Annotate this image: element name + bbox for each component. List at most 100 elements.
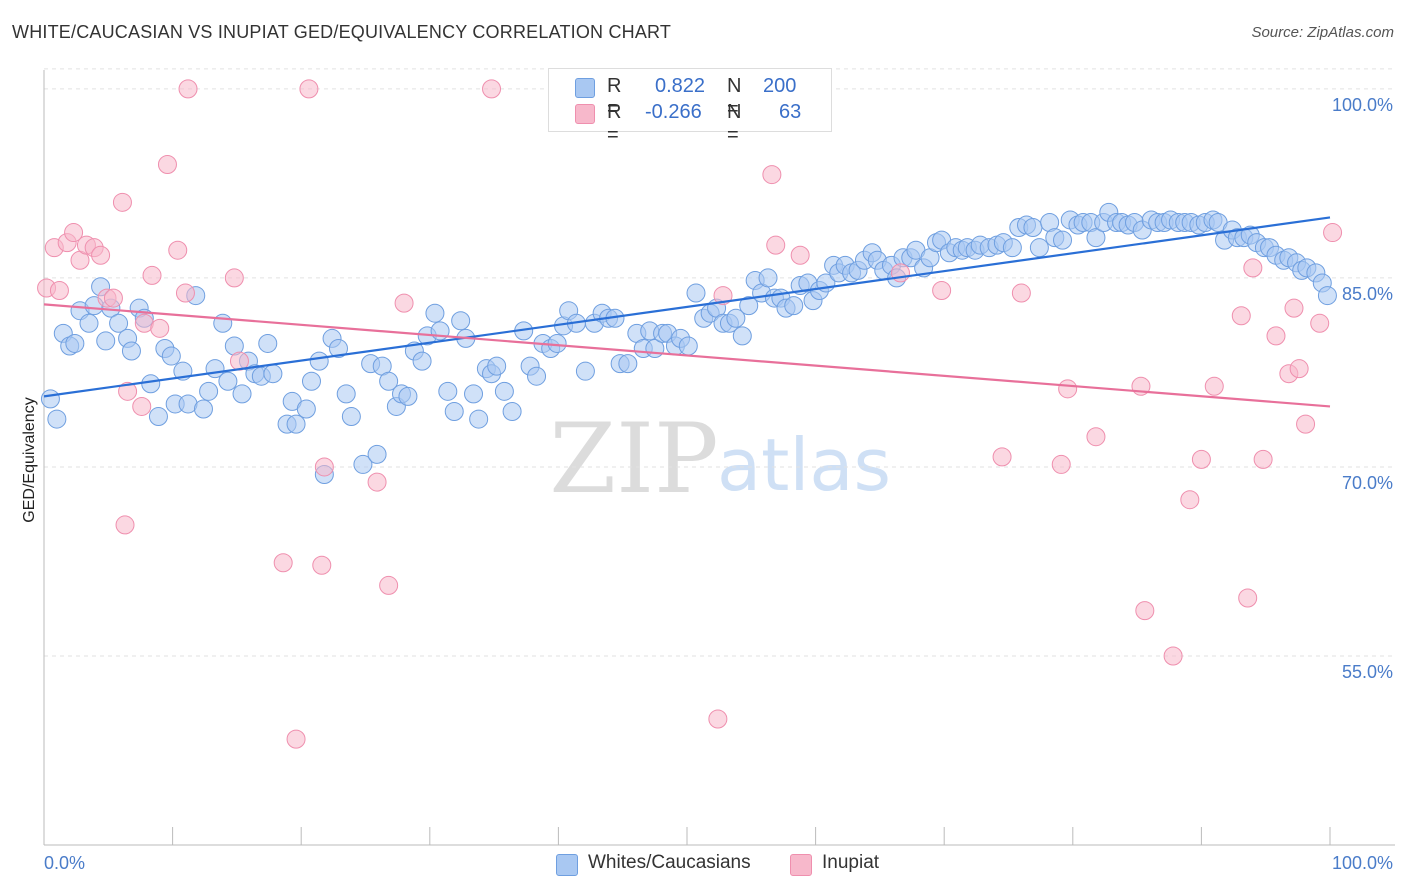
inupiat-point bbox=[1284, 298, 1304, 318]
inupiat-point bbox=[150, 318, 170, 338]
inupiat-point bbox=[1058, 379, 1078, 399]
inupiat-point bbox=[157, 155, 177, 175]
y-tick-label: 55.0% bbox=[1342, 662, 1393, 682]
whites-point bbox=[109, 313, 129, 333]
whites-point bbox=[451, 311, 471, 331]
series-whites-points bbox=[40, 202, 1337, 485]
inupiat-point bbox=[394, 293, 414, 313]
inupiat-point bbox=[1191, 449, 1211, 469]
inupiat-point bbox=[1243, 258, 1263, 278]
inupiat-point bbox=[482, 79, 502, 99]
whites-point bbox=[784, 296, 804, 316]
whites-n-value: 200 bbox=[763, 75, 797, 97]
whites-point bbox=[296, 399, 316, 419]
inupiat-r-value: -0.266 bbox=[645, 101, 702, 123]
inupiat-point bbox=[713, 286, 733, 306]
whites-point bbox=[79, 313, 99, 333]
whites-point bbox=[527, 366, 547, 386]
whites-point bbox=[1317, 286, 1337, 306]
whites-point bbox=[686, 283, 706, 303]
whites-point bbox=[438, 381, 458, 401]
whites-point bbox=[444, 402, 464, 422]
watermark-zip: ZIP bbox=[549, 403, 718, 515]
whites-r-label: R = bbox=[607, 75, 622, 120]
whites-swatch bbox=[575, 78, 595, 98]
inupiat-n-value: 63 bbox=[779, 101, 802, 123]
inupiat-point bbox=[1051, 454, 1071, 474]
correlation-legend: R = 0.822 N = 200 R = -0.266 N = 63 bbox=[548, 68, 832, 146]
inupiat-point bbox=[1163, 646, 1183, 666]
inupiat-point bbox=[766, 235, 786, 255]
whites-point bbox=[199, 381, 219, 401]
inupiat-point bbox=[1011, 283, 1031, 303]
inupiat-point bbox=[132, 396, 152, 416]
inupiat-trend-line bbox=[43, 303, 1331, 408]
whites-point bbox=[618, 354, 638, 374]
inupiat-point bbox=[1086, 427, 1106, 447]
inupiat-point bbox=[178, 79, 198, 99]
inupiat-point bbox=[112, 192, 132, 212]
inupiat-point bbox=[379, 575, 399, 595]
whites-point bbox=[47, 409, 67, 429]
inupiat-point bbox=[708, 709, 728, 729]
inupiat-point bbox=[992, 447, 1012, 467]
whites-point bbox=[732, 326, 752, 346]
whites-point bbox=[218, 371, 238, 391]
whites-point bbox=[96, 331, 116, 351]
y-tick-label: 70.0% bbox=[1342, 473, 1393, 493]
inupiat-point bbox=[314, 457, 334, 477]
inupiat-point bbox=[49, 281, 69, 301]
legend-inupiat-swatch bbox=[790, 854, 812, 876]
whites-point bbox=[286, 414, 306, 434]
whites-point bbox=[258, 333, 278, 353]
inupiat-point bbox=[1238, 588, 1258, 608]
whites-point bbox=[193, 399, 213, 419]
whites-point bbox=[328, 338, 348, 358]
whites-point bbox=[40, 389, 60, 409]
x-tick-label: 0.0% bbox=[44, 853, 85, 873]
inupiat-point bbox=[762, 165, 782, 185]
inupiat-point bbox=[1135, 601, 1155, 621]
whites-point bbox=[367, 444, 387, 464]
inupiat-point bbox=[312, 555, 332, 575]
whites-r-value: 0.822 bbox=[655, 75, 706, 97]
watermark-atlas: atlas bbox=[717, 423, 891, 507]
whites-point bbox=[469, 409, 489, 429]
whites-point bbox=[301, 371, 321, 391]
whites-point bbox=[464, 384, 484, 404]
inupiat-point bbox=[118, 381, 138, 401]
axes bbox=[43, 70, 1395, 846]
whites-point bbox=[739, 296, 759, 316]
whites-point bbox=[487, 356, 507, 376]
whites-point bbox=[1053, 230, 1073, 250]
inupiat-point bbox=[175, 283, 195, 303]
inupiat-point bbox=[1231, 306, 1251, 326]
whites-point bbox=[232, 384, 252, 404]
whites-point bbox=[678, 336, 698, 356]
whites-point bbox=[494, 381, 514, 401]
inupiat-point bbox=[1323, 223, 1343, 243]
whites-point bbox=[502, 402, 522, 422]
inupiat-point bbox=[367, 472, 387, 492]
y-tick-label: 100.0% bbox=[1332, 95, 1393, 115]
whites-point bbox=[161, 346, 181, 366]
inupiat-point bbox=[1180, 490, 1200, 510]
inupiat-point bbox=[299, 79, 319, 99]
whites-point bbox=[1029, 238, 1049, 258]
inupiat-point bbox=[91, 245, 111, 265]
x-tick-label: 100.0% bbox=[1332, 853, 1393, 873]
whites-point bbox=[379, 371, 399, 391]
inupiat-point bbox=[790, 245, 810, 265]
inupiat-n-label: N = bbox=[727, 101, 742, 146]
legend-whites-swatch bbox=[556, 854, 578, 876]
trend-lines bbox=[43, 216, 1331, 408]
whites-point bbox=[353, 454, 373, 474]
inupiat-point bbox=[932, 281, 952, 301]
inupiat-point bbox=[1266, 326, 1286, 346]
whites-point bbox=[336, 384, 356, 404]
x-tick-labels: 0.0% 100.0% bbox=[44, 853, 1393, 873]
whites-point bbox=[547, 333, 567, 353]
inupiat-point bbox=[224, 268, 244, 288]
whites-point bbox=[726, 308, 746, 328]
